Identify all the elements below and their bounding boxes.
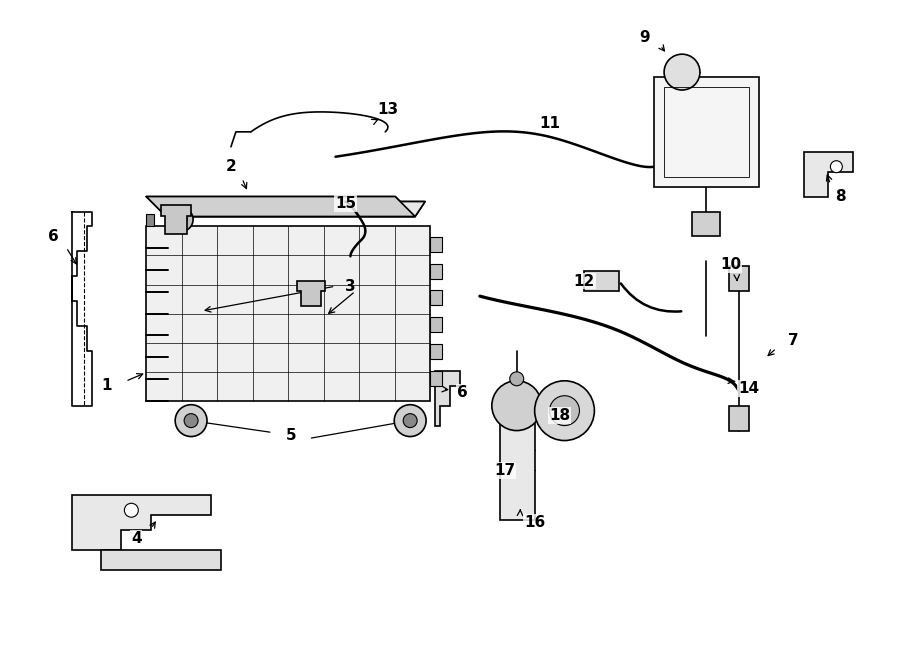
Bar: [430, 371, 442, 386]
Bar: [147, 227, 430, 401]
Text: 6: 6: [49, 229, 59, 244]
Text: 10: 10: [720, 256, 742, 272]
FancyArrowPatch shape: [621, 284, 681, 311]
Bar: [430, 344, 442, 359]
Bar: [654, 77, 759, 186]
Circle shape: [550, 396, 580, 426]
Bar: [664, 87, 749, 176]
Polygon shape: [161, 204, 192, 235]
Circle shape: [831, 161, 842, 173]
Text: 8: 8: [835, 189, 846, 204]
Bar: [584, 271, 619, 291]
Polygon shape: [435, 371, 460, 426]
Text: 14: 14: [738, 381, 760, 396]
Circle shape: [169, 208, 194, 231]
Text: 7: 7: [788, 333, 799, 348]
Text: 11: 11: [539, 116, 560, 132]
Text: 16: 16: [524, 515, 545, 529]
Circle shape: [176, 405, 207, 436]
Circle shape: [491, 381, 542, 430]
Bar: [692, 212, 720, 237]
Circle shape: [403, 414, 417, 428]
Text: 3: 3: [345, 279, 356, 293]
Text: 5: 5: [285, 428, 296, 443]
Bar: [147, 214, 154, 227]
Polygon shape: [166, 202, 425, 217]
Circle shape: [394, 405, 426, 436]
Circle shape: [664, 54, 700, 90]
Bar: [430, 264, 442, 278]
Bar: [729, 266, 749, 291]
Circle shape: [184, 414, 198, 428]
Text: 4: 4: [131, 531, 141, 545]
Polygon shape: [147, 196, 415, 217]
Circle shape: [176, 214, 187, 225]
Circle shape: [535, 381, 594, 440]
Bar: [430, 317, 442, 332]
Text: 2: 2: [226, 159, 237, 175]
Text: 13: 13: [378, 102, 399, 118]
Polygon shape: [102, 550, 221, 570]
Bar: [430, 237, 442, 252]
Bar: [430, 290, 442, 305]
Text: 1: 1: [101, 378, 112, 393]
Text: 17: 17: [494, 463, 516, 478]
Text: 12: 12: [574, 274, 595, 289]
Polygon shape: [297, 281, 325, 306]
Bar: [729, 406, 749, 430]
Polygon shape: [804, 152, 853, 196]
Text: 18: 18: [549, 408, 570, 423]
Circle shape: [124, 503, 139, 517]
Bar: [500, 420, 535, 520]
Circle shape: [509, 372, 524, 386]
Text: 15: 15: [335, 196, 356, 211]
Polygon shape: [72, 495, 211, 550]
Text: 6: 6: [456, 385, 467, 401]
Text: 9: 9: [639, 30, 650, 45]
